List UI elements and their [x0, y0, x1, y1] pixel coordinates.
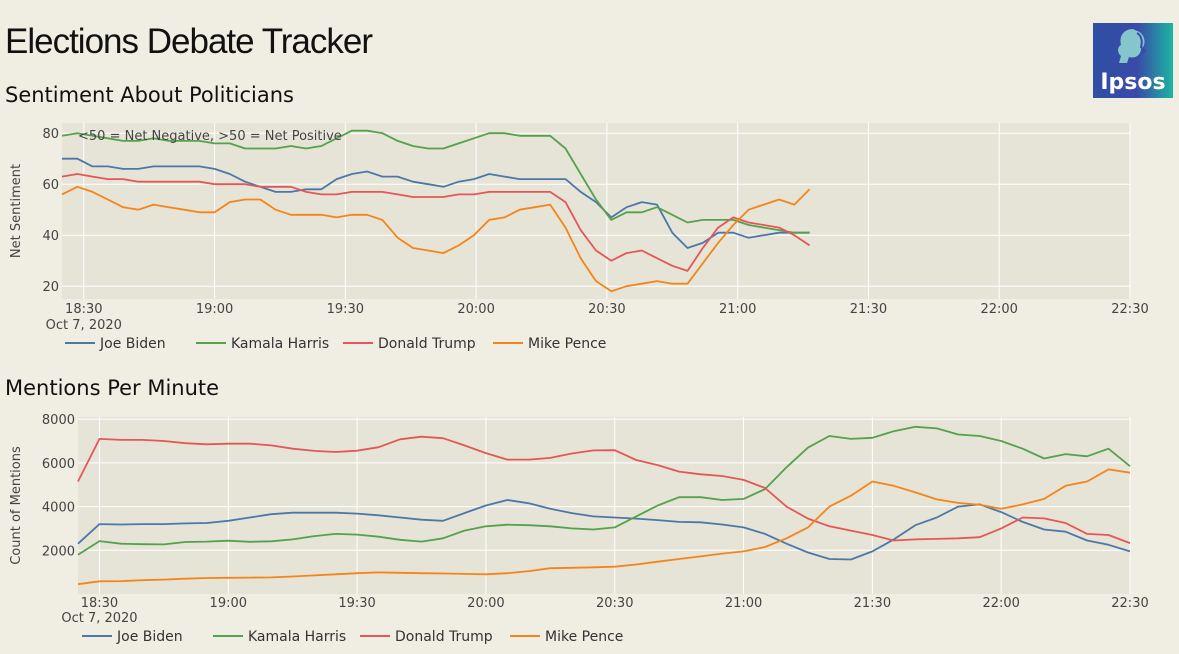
- x-tick-label: 21:00: [725, 596, 762, 611]
- x-tick-label: 22:30: [1111, 302, 1148, 317]
- sentiment-chart: 20 40 60 80 18:30 19:00 19:30 20:00 20:30 21:00 21…: [9, 123, 1149, 352]
- x-tick-label: 19:30: [338, 596, 375, 611]
- y-tick-label: 8000: [42, 413, 75, 428]
- legend-item-mike-pence[interactable]: Mike Pence: [493, 336, 606, 352]
- x-tick-label: 18:30: [81, 596, 118, 611]
- x-tick-label: 19:30: [327, 302, 364, 317]
- x-date-label: Oct 7, 2020: [46, 318, 122, 333]
- x-tick-label: 20:30: [596, 596, 633, 611]
- x-tick-label: 19:00: [210, 596, 247, 611]
- legend-label: Kamala Harris: [248, 629, 346, 645]
- x-tick-label: 22:30: [1111, 596, 1148, 611]
- x-tick-label: 21:00: [719, 302, 756, 317]
- legend-label: Donald Trump: [378, 336, 476, 352]
- y-tick-label: 60: [42, 178, 59, 193]
- mentions-section-title: Mentions Per Minute: [5, 376, 220, 400]
- legend-item-joe-biden[interactable]: Joe Biden: [65, 336, 166, 352]
- ipsos-logo: Ipsos: [1093, 23, 1173, 98]
- y-tick-label: 80: [42, 127, 59, 142]
- x-tick-label: 20:00: [457, 302, 494, 317]
- x-tick-label: 21:30: [854, 596, 891, 611]
- series-line-donald-trump: [61, 173, 811, 272]
- legend-label: Joe Biden: [99, 336, 166, 352]
- x-tick-label: 20:30: [588, 302, 625, 317]
- series-line-mike-pence: [61, 185, 811, 293]
- series-line-donald-trump: [77, 435, 1131, 544]
- series-line-joe-biden: [62, 157, 810, 249]
- legend-label: Mike Pence: [545, 629, 623, 645]
- legend-item-mike-pence[interactable]: Mike Pence: [510, 629, 623, 645]
- series-line-kamala-harris: [77, 425, 1131, 556]
- ipsos-logo-graphic: Ipsos: [1093, 23, 1173, 98]
- legend-item-donald-trump[interactable]: Donald Trump: [343, 336, 476, 352]
- legend-item-kamala-harris[interactable]: Kamala Harris: [196, 336, 329, 352]
- y-tick-label: 4000: [42, 501, 75, 516]
- x-tick-label: 22:00: [982, 596, 1019, 611]
- x-tick-label: 20:00: [467, 596, 504, 611]
- y-axis-title: Count of Mentions: [9, 446, 24, 565]
- y-tick-label: 40: [42, 229, 59, 244]
- y-tick-label: 6000: [42, 457, 75, 472]
- legend-item-donald-trump[interactable]: Donald Trump: [360, 629, 493, 645]
- page-title: Elections Debate Tracker: [5, 22, 373, 61]
- x-date-label: Oct 7, 2020: [61, 611, 137, 626]
- sentiment-section-title: Sentiment About Politicians: [5, 83, 294, 107]
- legend-label: Donald Trump: [395, 629, 493, 645]
- y-tick-label: 20: [42, 280, 59, 295]
- x-tick-label: 19:00: [196, 302, 233, 317]
- x-tick-label: 18:30: [65, 302, 102, 317]
- series-line-joe-biden: [77, 499, 1131, 561]
- logo-text: Ipsos: [1100, 70, 1165, 95]
- series-line-mike-pence: [77, 468, 1131, 586]
- legend-item-kamala-harris[interactable]: Kamala Harris: [213, 629, 346, 645]
- legend-label: Joe Biden: [116, 629, 183, 645]
- legend-label: Kamala Harris: [231, 336, 329, 352]
- y-tick-label: 2000: [42, 544, 75, 559]
- series-line-kamala-harris: [61, 129, 810, 234]
- legend-label: Mike Pence: [528, 336, 606, 352]
- chart-annotation: <50 = Net Negative, >50 = Net Positive: [78, 129, 342, 144]
- plot-area: [62, 123, 1130, 299]
- plot-area: [78, 417, 1130, 594]
- x-tick-label: 21:30: [850, 302, 887, 317]
- legend-item-joe-biden[interactable]: Joe Biden: [82, 629, 183, 645]
- x-tick-label: 22:00: [980, 302, 1017, 317]
- y-axis-title: Net Sentiment: [9, 164, 24, 258]
- mentions-chart: 2000 4000 6000 8000 18:30 19:00 19:30 20:00 20:3…: [9, 413, 1149, 645]
